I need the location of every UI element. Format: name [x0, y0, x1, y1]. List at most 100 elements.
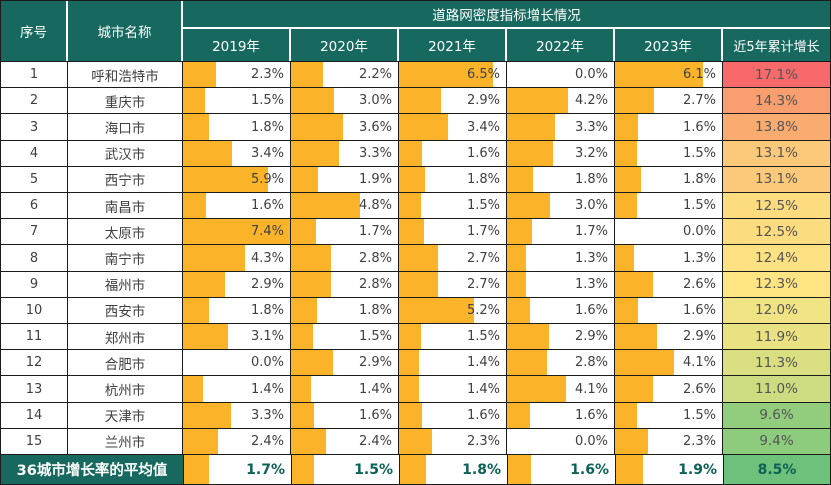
value-cell: 0.0% [507, 428, 615, 455]
value-cell: 1.6% [615, 297, 723, 324]
data-bar [507, 271, 526, 297]
value-label: 1.3% [574, 250, 608, 266]
value-cell: 1.6% [507, 402, 615, 428]
table-row: 13 杭州市 1.4% 1.4% 1.4% 4.1% 2.6% 11.0% [1, 376, 830, 403]
city-cell: 武汉市 [68, 140, 183, 166]
serial-cell: 13 [1, 376, 68, 402]
value-label: 2.3% [250, 67, 284, 83]
data-bar [291, 376, 312, 402]
data-bar [183, 140, 233, 166]
value-cell: 1.6% [507, 297, 615, 324]
serial-cell: 14 [1, 402, 68, 428]
cumulative-cell: 14.3% [723, 88, 830, 114]
header-serial: 序号 [1, 1, 68, 61]
value-label: 4.8% [358, 198, 392, 214]
value-cell: 2.6% [615, 271, 723, 297]
data-bar [183, 324, 228, 350]
value-cell: 6.1% [615, 62, 723, 88]
value-label: 2.9% [682, 329, 716, 345]
value-label: 3.4% [466, 119, 500, 135]
value-cell: 6.5% [399, 62, 507, 88]
city-cell: 天津市 [68, 402, 183, 428]
value-label: 1.6% [358, 407, 392, 423]
value-cell: 1.8% [183, 114, 291, 140]
value-cell: 2.9% [183, 271, 291, 297]
data-bar [183, 245, 246, 271]
data-bar [507, 114, 555, 140]
value-label: 2.8% [358, 250, 392, 266]
value-cell: 4.3% [183, 245, 291, 271]
data-bar [615, 166, 642, 193]
value-cell: 1.5% [399, 324, 507, 350]
data-bar [183, 428, 218, 455]
value-label: 1.5% [250, 93, 284, 109]
table-row: 3 海口市 1.8% 3.6% 3.4% 3.3% 1.6% 13.8% [1, 114, 830, 141]
value-label: 6.1% [682, 67, 716, 83]
data-bar [615, 271, 653, 297]
data-bar [399, 376, 420, 402]
table-title: 道路网密度指标增长情况 [183, 1, 830, 29]
data-bar [399, 193, 421, 219]
value-label: 1.5% [682, 145, 716, 161]
value-cell: 2.9% [507, 324, 615, 350]
value-cell: 1.8% [399, 166, 507, 193]
value-label: 1.8% [250, 119, 284, 135]
data-bar [399, 140, 423, 166]
header-right-group: 道路网密度指标增长情况 2019年 2020年 2021年 2022年 2023… [183, 1, 830, 61]
value-label: 1.8% [682, 171, 716, 187]
value-cell: 4.1% [615, 350, 723, 376]
value-label: 1.5% [466, 198, 500, 214]
data-bar [399, 297, 475, 324]
value-label: 3.6% [358, 119, 392, 135]
data-bar [183, 376, 204, 402]
value-cell: 1.7% [184, 455, 292, 485]
value-cell: 1.5% [292, 455, 400, 485]
value-cell: 3.2% [507, 140, 615, 166]
city-cell: 杭州市 [68, 376, 183, 402]
value-label: 1.7% [574, 224, 608, 240]
value-label: 3.3% [358, 145, 392, 161]
data-bar [507, 245, 526, 271]
value-label: 2.4% [358, 433, 392, 449]
table-row: 14 天津市 3.3% 1.6% 1.6% 1.6% 1.5% 9.6% [1, 402, 830, 429]
value-label: 6.5% [466, 67, 500, 83]
data-bar [183, 402, 231, 428]
value-label: 1.9% [678, 461, 717, 478]
data-bar [399, 402, 423, 428]
value-label: 1.8% [250, 302, 284, 318]
value-label: 1.3% [574, 276, 608, 292]
data-bar [291, 140, 339, 166]
data-bar [615, 350, 675, 376]
serial-cell: 2 [1, 88, 68, 114]
value-label: 0.0% [682, 224, 716, 240]
value-cell: 1.5% [399, 193, 507, 219]
year-header-row: 2019年 2020年 2021年 2022年 2023年 近5年累计增长 [183, 29, 830, 61]
value-cell: 4.8% [291, 193, 399, 219]
value-label: 1.8% [466, 171, 500, 187]
data-bar [508, 455, 532, 485]
value-label: 3.4% [250, 145, 284, 161]
value-cell: 4.1% [507, 376, 615, 402]
table-header: 序号 城市名称 道路网密度指标增长情况 2019年 2020年 2021年 20… [1, 1, 830, 62]
cumulative-cell: 12.5% [723, 219, 830, 245]
data-bar [615, 402, 637, 428]
value-cell: 1.4% [399, 376, 507, 402]
value-cell: 0.0% [183, 350, 291, 376]
value-cell: 3.0% [507, 193, 615, 219]
value-label: 4.1% [574, 381, 608, 397]
data-bar [615, 62, 704, 88]
city-cell: 南昌市 [68, 193, 183, 219]
cumulative-cell: 12.3% [723, 271, 830, 297]
value-cell: 5.9% [183, 166, 291, 193]
value-label: 2.4% [250, 433, 284, 449]
cumulative-cell: 9.6% [723, 402, 830, 428]
data-bar [507, 376, 567, 402]
data-bar [183, 62, 217, 88]
value-cell: 2.3% [615, 428, 723, 455]
header-year-2019: 2019年 [183, 29, 291, 61]
data-bar [291, 271, 332, 297]
table-row: 1 呼和浩特市 2.3% 2.2% 6.5% 0.0% 6.1% 17.1% [1, 62, 830, 89]
city-cell: 西安市 [68, 297, 183, 324]
data-bar [615, 245, 634, 271]
data-bar [183, 166, 269, 193]
